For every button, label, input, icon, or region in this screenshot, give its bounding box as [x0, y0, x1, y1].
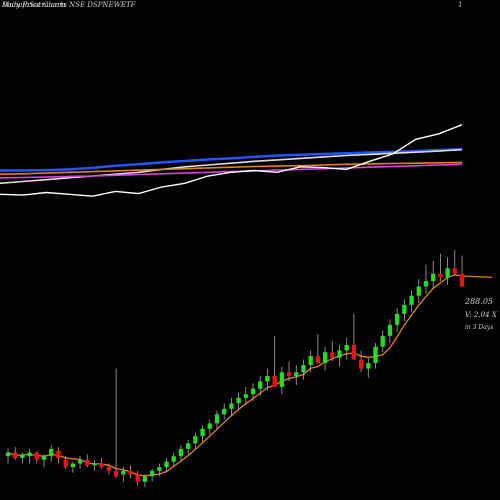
candle-body [315, 355, 321, 364]
candle-body [77, 459, 83, 464]
candle-body [358, 359, 364, 369]
candle-body [351, 344, 357, 360]
candle-body [445, 268, 450, 278]
candle-body [92, 463, 97, 466]
candle-body [423, 281, 429, 287]
candle-body [70, 463, 76, 468]
candle-body [272, 375, 277, 387]
candle-body [157, 467, 162, 471]
candle-body [121, 470, 126, 475]
candle-body [56, 450, 61, 459]
candle-body [373, 346, 378, 364]
price-label: 288.05 [465, 297, 493, 306]
candle-body [366, 363, 371, 369]
candle-body [222, 408, 227, 415]
candle-body [5, 452, 11, 457]
candle-body [459, 273, 465, 287]
ma-line-0 [0, 147, 463, 172]
page-number: 1 [458, 1, 463, 9]
candle-body [99, 463, 104, 468]
candle-body [250, 388, 256, 395]
candle-body [452, 268, 457, 274]
candle-body [128, 470, 133, 475]
candle-body [171, 456, 176, 462]
candle-body [286, 372, 292, 376]
candle-body [394, 313, 400, 325]
candle-body [34, 452, 39, 460]
candle-body [106, 467, 112, 471]
candle-body [243, 394, 248, 398]
volume-label: V: 2.04 X [465, 311, 497, 319]
candle-body [308, 355, 313, 365]
ma-line-2 [0, 161, 463, 175]
candle-body [409, 295, 414, 305]
candle-body [337, 350, 342, 358]
candle-body [13, 452, 18, 459]
candle-body [41, 456, 47, 460]
candle-body [322, 352, 328, 364]
candle-body [207, 423, 212, 429]
candle-body [49, 448, 54, 457]
candle-body [229, 403, 234, 409]
candle-body [85, 459, 90, 466]
ma-line-3 [0, 163, 463, 179]
price-ma-line [7, 274, 493, 477]
candle-body [431, 273, 436, 282]
candle-body [27, 452, 32, 457]
candle-body [387, 324, 393, 336]
candle-body [294, 372, 299, 376]
candle-body [20, 454, 25, 459]
candle-body [330, 352, 335, 358]
candle-body [164, 461, 169, 468]
candle-body [63, 459, 68, 468]
candle-body [279, 372, 285, 387]
candle-body [438, 273, 443, 278]
candle-body [185, 443, 191, 449]
candle-body [258, 381, 263, 389]
candle-body [344, 344, 349, 351]
candle-body [135, 474, 140, 482]
candle-body [301, 365, 306, 373]
candle-body [200, 428, 205, 437]
chart-title: Daily Price Charts NSE DSPNEWETF [2, 1, 136, 9]
candle-body [214, 414, 220, 424]
candle-body [142, 476, 148, 482]
candle-body [416, 286, 421, 296]
candle-body [113, 470, 119, 477]
candle-body [193, 436, 198, 444]
candle-body [402, 304, 407, 314]
candle-body [265, 375, 270, 382]
days-label: in 3 Days [465, 324, 494, 331]
ma-line-1 [0, 148, 463, 185]
ma-line-4 [0, 124, 463, 197]
candle-body [236, 397, 241, 404]
candle-body [178, 448, 184, 457]
candle-body [380, 335, 385, 347]
candle-body [149, 470, 155, 477]
watermark: MunafaSutra.com [2, 1, 66, 9]
